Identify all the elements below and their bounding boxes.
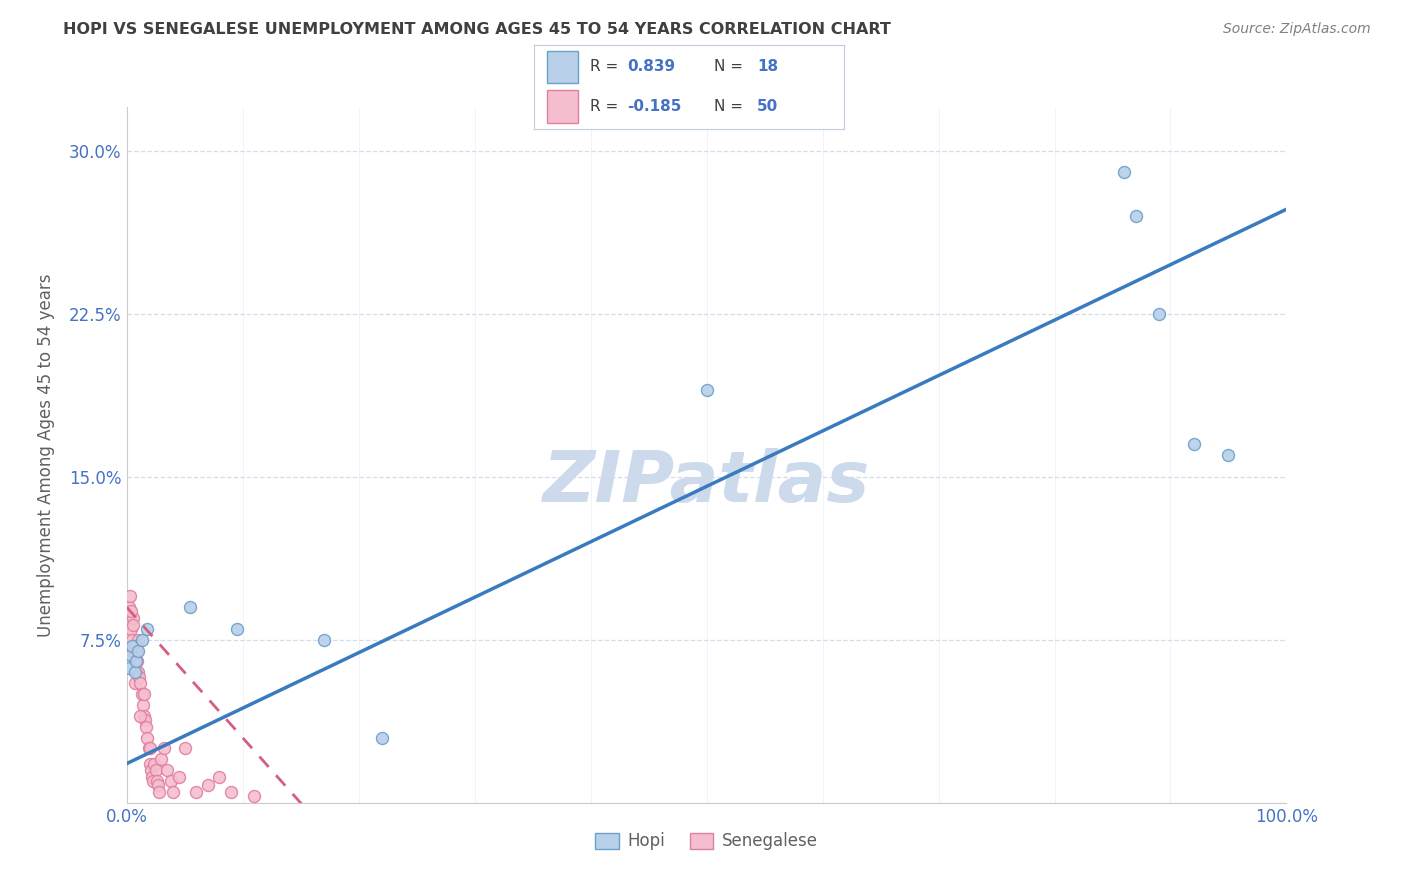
Point	[139, 763, 162, 777]
Legend: Hopi, Senegalese: Hopi, Senegalese	[589, 826, 824, 857]
Point	[124, 676, 146, 690]
Point	[1114, 165, 1136, 179]
Point	[138, 741, 160, 756]
Point	[129, 676, 152, 690]
Point	[208, 770, 231, 784]
Point	[219, 785, 242, 799]
Point	[122, 611, 145, 625]
Point	[225, 622, 247, 636]
Point	[186, 785, 208, 799]
Point	[122, 617, 145, 632]
Point	[1125, 209, 1147, 223]
Text: N =: N =	[714, 59, 748, 74]
Point	[138, 741, 162, 756]
Point	[131, 687, 153, 701]
Y-axis label: Unemployment Among Ages 45 to 54 years: Unemployment Among Ages 45 to 54 years	[37, 273, 55, 637]
Point	[124, 655, 146, 669]
Point	[371, 731, 394, 745]
Point	[152, 741, 174, 756]
Point	[131, 632, 153, 647]
Point	[1218, 448, 1240, 462]
Text: -0.185: -0.185	[627, 99, 682, 114]
Text: Source: ZipAtlas.com: Source: ZipAtlas.com	[1223, 22, 1371, 37]
Point	[134, 713, 156, 727]
Point	[143, 756, 166, 771]
Point	[150, 752, 173, 766]
Point	[312, 632, 335, 647]
Point	[125, 639, 148, 653]
Point	[132, 708, 155, 723]
Point	[121, 643, 143, 657]
Point	[136, 622, 159, 636]
Point	[197, 778, 219, 793]
Text: 50: 50	[756, 99, 779, 114]
Point	[148, 785, 170, 799]
Point	[162, 785, 184, 799]
Text: ZIPatlas: ZIPatlas	[543, 449, 870, 517]
Point	[145, 774, 167, 789]
Point	[1182, 437, 1205, 451]
Point	[125, 655, 148, 669]
Point	[124, 665, 146, 680]
Point	[120, 622, 142, 636]
Bar	[547, 51, 578, 83]
Point	[128, 670, 150, 684]
Point	[179, 600, 201, 615]
Point	[121, 632, 143, 647]
Point	[146, 778, 169, 793]
Point	[696, 383, 718, 397]
Point	[125, 655, 148, 669]
Point	[127, 665, 149, 680]
Point	[145, 763, 167, 777]
Point	[132, 698, 155, 712]
Point	[120, 648, 142, 662]
Point	[141, 770, 163, 784]
Text: N =: N =	[714, 99, 748, 114]
Text: R =: R =	[591, 99, 623, 114]
Point	[1147, 307, 1170, 321]
Point	[118, 600, 141, 615]
Point	[156, 763, 179, 777]
Point	[142, 774, 165, 789]
Point	[127, 632, 149, 647]
Point	[125, 643, 148, 657]
Point	[120, 605, 142, 619]
Point	[167, 770, 190, 784]
Point	[138, 756, 162, 771]
Point	[129, 708, 152, 723]
Point	[121, 639, 143, 653]
Text: HOPI VS SENEGALESE UNEMPLOYMENT AMONG AGES 45 TO 54 YEARS CORRELATION CHART: HOPI VS SENEGALESE UNEMPLOYMENT AMONG AG…	[63, 22, 891, 37]
Point	[118, 611, 141, 625]
Point	[118, 589, 141, 603]
Bar	[547, 90, 578, 122]
Text: R =: R =	[591, 59, 623, 74]
Point	[125, 665, 148, 680]
Point	[127, 643, 149, 657]
Point	[118, 661, 141, 675]
Point	[173, 741, 195, 756]
Text: 0.839: 0.839	[627, 59, 675, 74]
Point	[135, 720, 157, 734]
Point	[136, 731, 159, 745]
Point	[132, 687, 155, 701]
Point	[159, 774, 181, 789]
Text: 18: 18	[756, 59, 778, 74]
Point	[243, 789, 266, 804]
